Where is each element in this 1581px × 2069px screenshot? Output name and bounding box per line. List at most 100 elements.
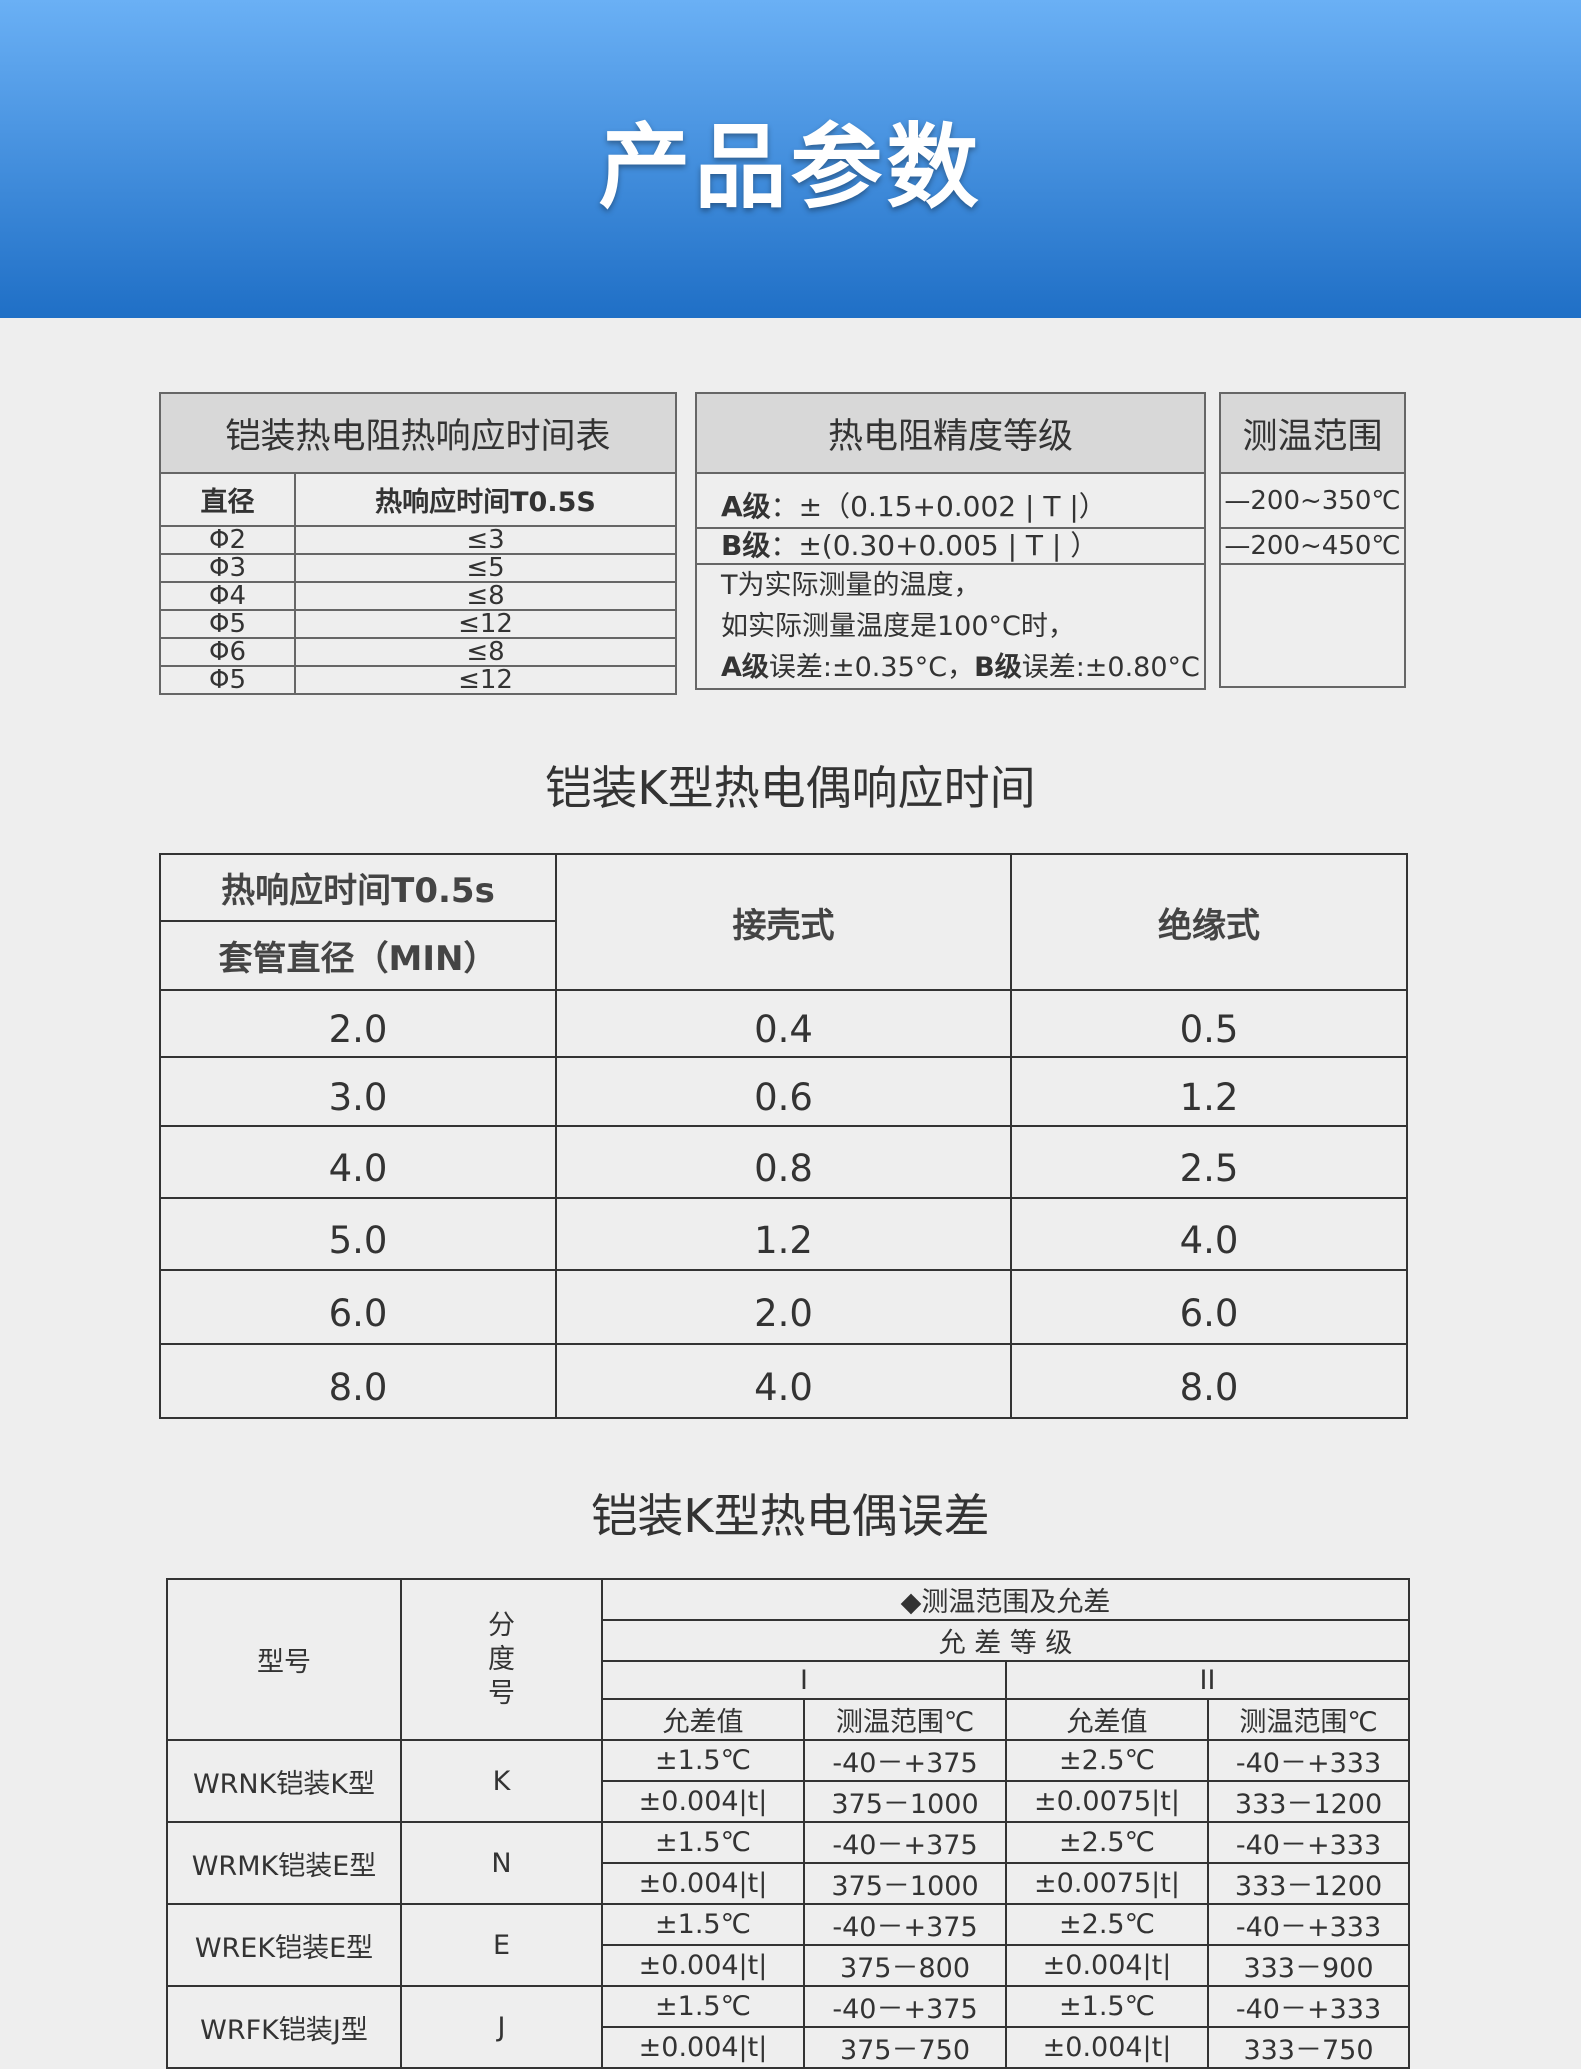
table-row: 6.0 2.0 6.0	[159, 1269, 1408, 1345]
table-title: 热电阻精度等级	[695, 392, 1206, 474]
table-cell: 4.0	[159, 1125, 557, 1199]
k-response-table: 热响应时间T0.5s 接壳式 绝缘式 套管直径（MIN） 2.0 0.4 0.5 3.0 0…	[159, 853, 1408, 1419]
table-row: 8.0 4.0 8.0	[159, 1343, 1408, 1419]
table-cell: ±1.5℃	[601, 1821, 805, 1864]
table-cell: -40－+333	[1207, 1739, 1410, 1782]
table-cell: ±1.5℃	[601, 1903, 805, 1946]
page-title: 产品参数	[598, 113, 983, 221]
table-row: Φ4 ≤8	[159, 581, 677, 611]
table-cell: WRMK铠装E型	[166, 1821, 402, 1905]
grade-b: B级：±(0.30+0.005 | T | ）	[695, 527, 1206, 565]
table-cell: 2.0	[159, 989, 557, 1058]
col-header: 绝缘式	[1010, 853, 1408, 991]
col-header: II	[1005, 1660, 1410, 1700]
table-cell: Φ2	[159, 525, 296, 555]
table-cell: ≤8	[294, 581, 677, 611]
table-cell: 8.0	[1010, 1343, 1408, 1419]
table-cell: ±2.5℃	[1005, 1739, 1209, 1782]
temp-range-table: 测温范围 —200~350℃ —200~450℃	[1219, 392, 1406, 688]
table-cell: 5.0	[159, 1197, 557, 1271]
col-header: 分度号	[400, 1578, 603, 1741]
table-row: Φ6 ≤8	[159, 637, 677, 667]
table-cell: ±1.5℃	[1005, 1985, 1209, 2028]
table-cell: ±0.004|t|	[601, 2026, 805, 2069]
table-cell: ≤8	[294, 637, 677, 667]
range-value: —200~450℃	[1219, 527, 1406, 565]
table-cell: ±0.0075|t|	[1005, 1780, 1209, 1823]
table-cell: WRNK铠装K型	[166, 1739, 402, 1823]
table-row: ±0.004|t| 375－1000 ±0.0075|t| 333－1200	[167, 1862, 1410, 1905]
table-cell: ±0.0075|t|	[1005, 1862, 1209, 1905]
col-header: 直径	[159, 472, 296, 527]
table-row: Φ3 ≤5	[159, 553, 677, 583]
table-cell: ≤12	[294, 609, 677, 639]
rtd-accuracy-table: 热电阻精度等级 A级：±（0.15+0.002 | T |） B级：±(0.30…	[695, 392, 1206, 690]
col-header: 热响应时间T0.5S	[294, 472, 677, 527]
table-cell: Φ5	[159, 665, 296, 695]
k-error-table: 型号 分度号 ◆测温范围及允差 允 差 等 级 I II 允差值 测温范围℃ 允差值 测温范…	[166, 1578, 1410, 2069]
table-cell: 0.4	[555, 989, 1012, 1058]
table-cell: ±2.5℃	[1005, 1821, 1209, 1864]
table-cell: ±1.5℃	[601, 1739, 805, 1782]
table-cell: 333－1200	[1207, 1862, 1410, 1905]
section-title: 铠装K型热电偶响应时间	[545, 761, 1036, 815]
table-cell: -40－+333	[1207, 1985, 1410, 2028]
table-cell: 333－1200	[1207, 1780, 1410, 1823]
table-cell: ±0.004|t|	[601, 1780, 805, 1823]
table-cell: -40－+375	[803, 1985, 1007, 2028]
table-cell: ±0.004|t|	[601, 1944, 805, 1987]
table-cell: ≤3	[294, 525, 677, 555]
table-cell: WRFK铠装J型	[166, 1985, 402, 2069]
table-row: 4.0 0.8 2.5	[159, 1125, 1408, 1199]
col-header: 套管直径（MIN）	[159, 920, 557, 991]
table-cell: -40－+333	[1207, 1821, 1410, 1864]
table-cell: 375－1000	[803, 1862, 1007, 1905]
table-row: 3.0 0.6 1.2	[159, 1056, 1408, 1127]
table-cell: Φ5	[159, 609, 296, 639]
table-cell: 3.0	[159, 1056, 557, 1127]
empty-cell	[1219, 563, 1406, 688]
col-header: 允差值	[1005, 1698, 1209, 1741]
table-cell: ±1.5℃	[601, 1985, 805, 2028]
table-cell: 2.0	[555, 1269, 1012, 1345]
section-title: 铠装K型热电偶误差	[591, 1489, 990, 1543]
col-header: 热响应时间T0.5s	[159, 853, 557, 922]
col-header: 测温范围℃	[1207, 1698, 1410, 1741]
col-header: 接壳式	[555, 853, 1012, 991]
table-cell: WREK铠装E型	[166, 1903, 402, 1987]
table-row: Φ5 ≤12	[159, 665, 677, 695]
table-cell: 333－900	[1207, 1944, 1410, 1987]
page-header: 产品参数	[0, 0, 1581, 318]
table-cell: Φ3	[159, 553, 296, 583]
table-cell: K	[400, 1739, 603, 1823]
table-cell: 1.2	[1010, 1056, 1408, 1127]
table-cell: ±0.004|t|	[1005, 1944, 1209, 1987]
table-cell: 0.8	[555, 1125, 1012, 1199]
table-row: 2.0 0.4 0.5	[159, 989, 1408, 1058]
table-cell: 333－750	[1207, 2026, 1410, 2069]
col-header: 允 差 等 级	[601, 1619, 1410, 1662]
table-row: WREK铠装E型 E ±1.5℃ -40－+375 ±2.5℃ -40－+333	[166, 1903, 1410, 1987]
table-row: WRFK铠装J型 J ±1.5℃ -40－+375 ±1.5℃ -40－+333	[166, 1985, 1410, 2069]
col-header: 允差值	[601, 1698, 805, 1741]
table-cell: 2.5	[1010, 1125, 1408, 1199]
grade-a: A级：±（0.15+0.002 | T |）	[695, 472, 1206, 529]
table-row: WRNK铠装K型 K ±1.5℃ -40－+375 ±2.5℃ -40－+333	[166, 1739, 1410, 1823]
table-cell: ±0.004|t|	[601, 1862, 805, 1905]
table-cell: Φ4	[159, 581, 296, 611]
table-cell: Φ6	[159, 637, 296, 667]
table-cell: ±0.004|t|	[1005, 2026, 1209, 2069]
table-cell: 8.0	[159, 1343, 557, 1419]
table-cell: -40－+333	[1207, 1903, 1410, 1946]
table-cell: 375－750	[803, 2026, 1007, 2069]
col-header: I	[601, 1660, 1007, 1700]
table-cell: J	[400, 1985, 603, 2069]
table-cell: ±2.5℃	[1005, 1903, 1209, 1946]
rtd-response-table: 铠装热电阻热响应时间表 直径 热响应时间T0.5S Φ2 ≤3 Φ3 ≤5 Φ4 ≤8 Φ5 ≤…	[159, 392, 677, 695]
accuracy-note: T为实际测量的温度， 如实际测量温度是100°C时， A级误差:±0.35°C，B…	[695, 563, 1206, 690]
table-cell: 1.2	[555, 1197, 1012, 1271]
col-header: ◆测温范围及允差	[601, 1578, 1410, 1621]
col-header: 测温范围℃	[803, 1698, 1007, 1741]
table-cell: 6.0	[1010, 1269, 1408, 1345]
range-value: —200~350℃	[1219, 472, 1406, 529]
